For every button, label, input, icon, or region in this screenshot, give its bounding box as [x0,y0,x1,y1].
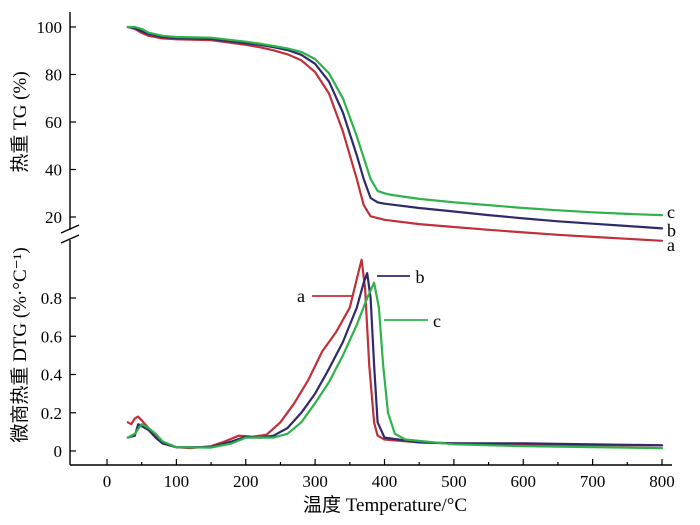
dtg-label-a: a [297,286,305,306]
curves [126,25,664,450]
tg-series-a [126,25,664,242]
x-tick-label: 0 [103,472,112,491]
dtg-y-axis-title: 微商热重 DTG (%·°C⁻¹) [9,247,31,442]
tg-curve-label-c: c [667,202,675,222]
x-tick-label: 700 [580,472,606,491]
tg-y-tick-label: 40 [45,161,62,180]
tg-y-tick-label: 80 [45,66,62,85]
tg-y-tick-label: 60 [45,113,62,132]
tg-series-c [126,25,664,217]
dtg-y-tick-label: 0.8 [41,289,62,308]
x-tick-label: 400 [372,472,398,491]
x-tick-label: 600 [511,472,537,491]
dtg-y-tick-label: 0.6 [41,327,62,346]
tg-y-tick-label: 20 [45,208,62,227]
dtg-y-tick-label: 0.2 [41,404,62,423]
x-tick-label: 500 [441,472,467,491]
axes: 0 100 200 300 400 500 600 700 800 20 40 60 80 100 0 0.2… [9,12,675,516]
dtg-series-b [126,272,664,449]
x-tick-label: 200 [233,472,259,491]
x-tick-label: 800 [649,472,675,491]
x-axis-title: 温度 Temperature/°C [303,494,467,516]
dtg-y-tick-label: 0 [54,442,63,461]
dtg-label-c: c [433,311,441,331]
tg-curve-label-a: a [667,235,675,255]
dtg-y-tick-label: 0.4 [41,366,63,385]
tg-y-tick-label: 100 [37,18,63,37]
dtg-label-b: b [416,267,425,287]
tg-series-b [126,25,664,230]
dtg-series-c [126,281,664,450]
axis-break-mark [60,224,80,234]
tg-y-axis-title: 热重 TG (%) [9,71,31,172]
tg-curve-label-b: b [667,220,676,240]
x-tick-label: 300 [302,472,328,491]
dtg-series-a [126,258,664,450]
axis-break-mark [60,234,80,244]
x-tick-label: 100 [164,472,190,491]
